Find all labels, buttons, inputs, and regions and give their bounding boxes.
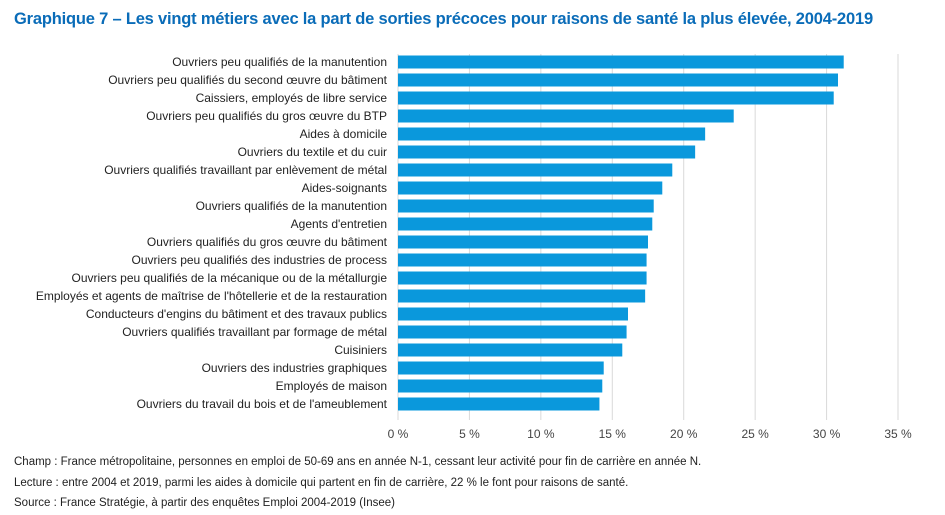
category-label: Aides-soignants bbox=[302, 181, 387, 195]
bar bbox=[398, 55, 844, 69]
bar-chart: Ouvriers peu qualifiés de la manutention… bbox=[36, 54, 912, 441]
category-label: Ouvriers du travail du bois et de l'ameu… bbox=[137, 397, 388, 411]
bar bbox=[398, 271, 647, 285]
category-label: Ouvriers qualifiés du gros œuvre du bâti… bbox=[147, 235, 388, 249]
bar bbox=[398, 127, 706, 141]
category-label: Aides à domicile bbox=[300, 127, 388, 141]
x-tick-labels: 0 % 5 % 10 % 15 % 20 % 25 % 30 % 35 % bbox=[388, 427, 912, 441]
x-tick-label: 10 % bbox=[527, 427, 555, 441]
category-label: Caissiers, employés de libre service bbox=[196, 91, 388, 105]
champ-note: Champ : France métropolitaine, personnes… bbox=[14, 456, 702, 468]
category-label: Ouvriers peu qualifiés de la manutention bbox=[172, 55, 387, 69]
category-label: Employés de maison bbox=[276, 379, 387, 393]
x-tick-label: 25 % bbox=[741, 427, 769, 441]
bar bbox=[398, 109, 734, 123]
chart-notes: Champ : France métropolitaine, personnes… bbox=[14, 452, 701, 514]
bar bbox=[398, 343, 623, 357]
category-label: Ouvriers du textile et du cuir bbox=[238, 145, 387, 159]
source-note: Source : France Stratégie, à partir des … bbox=[14, 497, 395, 509]
category-label: Conducteurs d'engins du bâtiment et des … bbox=[86, 307, 387, 321]
bar bbox=[398, 199, 654, 213]
bar bbox=[398, 253, 647, 267]
chart-title: Graphique 7 – Les vingt métiers avec la … bbox=[14, 10, 873, 28]
bar bbox=[398, 181, 663, 195]
bar bbox=[398, 289, 646, 303]
category-label: Ouvriers peu qualifiés du gros œuvre du … bbox=[146, 109, 387, 123]
bar bbox=[398, 91, 834, 105]
bar bbox=[398, 397, 600, 411]
category-labels: Ouvriers peu qualifiés de la manutention… bbox=[36, 55, 388, 411]
x-tick-label: 15 % bbox=[599, 427, 627, 441]
bar bbox=[398, 325, 627, 339]
category-label: Agents d'entretien bbox=[291, 217, 387, 231]
category-label: Employés et agents de maîtrise de l'hôte… bbox=[36, 289, 387, 303]
bar bbox=[398, 145, 696, 159]
x-tick-label: 20 % bbox=[670, 427, 698, 441]
lecture-note: Lecture : entre 2004 et 2019, parmi les … bbox=[14, 476, 629, 489]
x-tick-label: 0 % bbox=[388, 427, 409, 441]
bar bbox=[398, 235, 648, 249]
bar bbox=[398, 217, 653, 231]
x-tick-label: 30 % bbox=[813, 427, 841, 441]
bar bbox=[398, 361, 604, 375]
category-label: Ouvriers des industries graphiques bbox=[202, 361, 387, 375]
category-label: Ouvriers qualifiés travaillant par forma… bbox=[122, 325, 387, 339]
category-label: Cuisiniers bbox=[334, 343, 387, 357]
bar bbox=[398, 379, 603, 393]
bars bbox=[398, 55, 844, 411]
bar bbox=[398, 307, 628, 321]
category-label: Ouvriers peu qualifiés du second œuvre d… bbox=[108, 73, 387, 87]
x-tick-label: 35 % bbox=[884, 427, 912, 441]
category-label: Ouvriers qualifiés travaillant par enlèv… bbox=[104, 163, 387, 177]
x-tick-label: 5 % bbox=[459, 427, 480, 441]
category-label: Ouvriers peu qualifiés de la mécanique o… bbox=[71, 271, 387, 285]
category-label: Ouvriers peu qualifiés des industries de… bbox=[132, 253, 387, 267]
category-label: Ouvriers qualifiés de la manutention bbox=[196, 199, 387, 213]
bar bbox=[398, 163, 673, 177]
bar bbox=[398, 73, 838, 87]
